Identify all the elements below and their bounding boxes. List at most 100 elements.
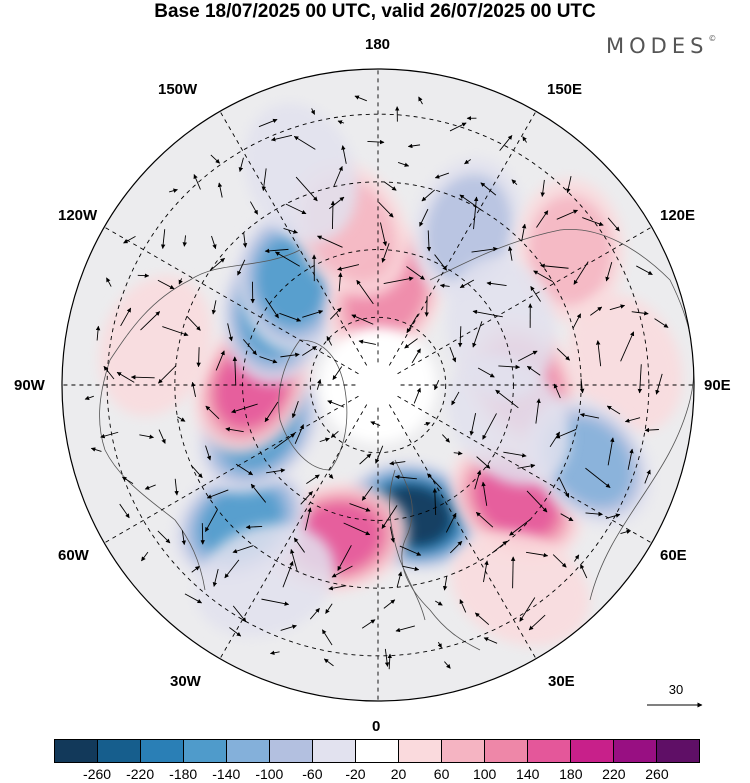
wind-arrow [521, 223, 527, 242]
wind-arrow [258, 118, 278, 128]
wind-arrow [261, 168, 267, 192]
wind-arrow [449, 122, 467, 132]
wind-arrow [329, 307, 342, 320]
wind-arrow [574, 554, 580, 562]
wind-arrow [338, 272, 343, 292]
wind-arrow [210, 154, 221, 164]
anomaly-level [568, 293, 683, 433]
wind-arrow [644, 469, 651, 484]
wind-arrow [439, 283, 450, 288]
wind-arrow [184, 593, 202, 604]
wind-arrow [232, 356, 238, 386]
wind-arrow [264, 248, 289, 254]
colorbar-swatch [571, 740, 614, 762]
wind-arrow [158, 429, 166, 444]
longitude-label-120e: 120E [660, 207, 696, 224]
wind-arrow [607, 437, 615, 466]
wind-arrow [157, 279, 175, 290]
wind-arrow [434, 600, 443, 606]
wind-arrow [533, 270, 554, 282]
wind-arrow [474, 469, 482, 490]
wind-arrow [316, 379, 322, 390]
wind-arrow [191, 381, 196, 397]
latitude-circle [309, 316, 447, 454]
wind-arrow [396, 571, 403, 588]
wind-arrow [474, 612, 490, 626]
wind-arrow [116, 371, 135, 383]
wind-arrow [606, 405, 621, 415]
wind-arrow [476, 456, 491, 469]
wind-arrow [328, 473, 334, 479]
wind-arrow [572, 313, 582, 329]
map-border [61, 68, 695, 702]
wind-arrow [160, 229, 166, 249]
wind-arrow [211, 300, 217, 315]
wind-arrow [424, 296, 429, 317]
wind-arrow [302, 309, 324, 318]
meridian-line [104, 395, 359, 544]
wind-arrow [140, 311, 161, 331]
wind-arrow [384, 181, 397, 191]
wind-arrow [481, 481, 488, 506]
wind-arrow [449, 540, 463, 554]
longitude-label-180: 180 [365, 36, 391, 53]
wind-arrow [341, 145, 347, 164]
wind-arrow [556, 209, 579, 220]
colorbar-tick-label: -220 [126, 766, 155, 782]
wind-arrow [556, 348, 570, 361]
wind-arrow [306, 474, 320, 484]
wind-arrow [294, 424, 304, 444]
longitude-label-150w: 150W [158, 81, 198, 98]
longitude-label-90w: 90W [14, 377, 45, 394]
wind-arrow [397, 162, 410, 167]
wind-arrow [279, 312, 302, 322]
wind-arrow [162, 326, 189, 337]
wind-arrow [205, 445, 212, 461]
wind-arrow [411, 348, 421, 364]
anomaly-center [568, 293, 683, 433]
wind-arrow [232, 545, 254, 554]
wind-arrow [526, 365, 541, 376]
wind-arrow [498, 364, 521, 370]
anomaly-level [446, 256, 556, 400]
wind-arrow [432, 488, 438, 516]
wind-arrow [442, 576, 448, 591]
wind-arrow [332, 366, 343, 381]
wind-arrow [402, 565, 420, 572]
wind-arrow [383, 276, 414, 285]
wind-arrow [139, 434, 154, 439]
colorbar-tick-label: 20 [390, 766, 407, 782]
meridian-line [219, 404, 368, 659]
wind-arrow [337, 264, 360, 271]
wind-vectors [84, 95, 669, 670]
wind-arrow [654, 318, 669, 328]
reference-vector-label: 30 [668, 682, 684, 697]
wind-arrow [361, 486, 373, 501]
graticule [62, 69, 694, 701]
wind-arrow [328, 196, 345, 210]
wind-arrow [624, 417, 641, 423]
wind-arrow [325, 603, 333, 614]
wind-arrow [418, 96, 423, 105]
anomaly-level [451, 530, 590, 646]
wind-arrow [381, 505, 398, 529]
wind-arrow [212, 568, 219, 587]
wind-arrow [607, 217, 620, 232]
wind-arrow [421, 189, 435, 202]
wind-arrow [427, 473, 443, 490]
wind-arrow [285, 203, 307, 215]
wind-arrow [457, 326, 463, 348]
wind-arrow [95, 325, 101, 341]
wind-arrow [444, 661, 451, 669]
longitude-label-60e: 60E [660, 547, 687, 564]
wind-arrow [620, 331, 635, 362]
wind-arrow [609, 304, 626, 311]
wind-arrow [293, 135, 316, 150]
wind-arrow [319, 437, 330, 443]
wind-arrow [508, 246, 513, 261]
wind-arrow [530, 285, 541, 302]
wind-arrow [631, 311, 649, 316]
wind-arrow [103, 365, 115, 380]
longitude-label-90e: 90E [704, 377, 731, 394]
